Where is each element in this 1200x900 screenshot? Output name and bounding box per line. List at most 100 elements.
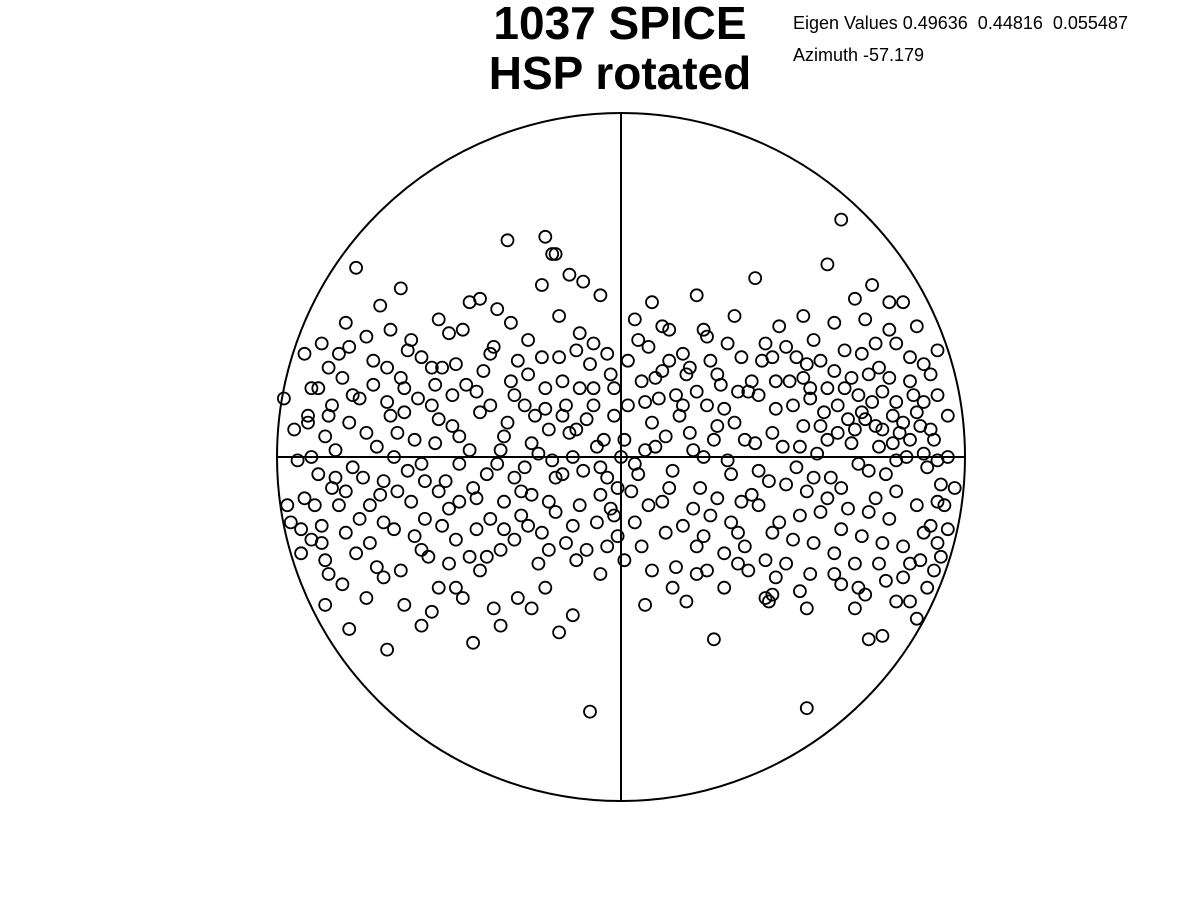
data-point (455, 322, 470, 337)
data-point (510, 353, 525, 368)
data-point (916, 357, 931, 372)
data-point (896, 539, 910, 554)
data-point (610, 529, 625, 543)
data-point (359, 425, 374, 440)
data-point (373, 487, 388, 502)
data-point (744, 374, 759, 389)
data-point (362, 498, 377, 513)
data-point (366, 377, 381, 392)
data-point (483, 512, 498, 526)
data-point (479, 549, 494, 564)
data-point (283, 515, 298, 530)
data-point (528, 408, 542, 423)
data-point (586, 381, 601, 396)
data-point (497, 429, 511, 444)
data-point (569, 422, 584, 437)
data-point (311, 467, 326, 482)
data-point (882, 370, 897, 385)
data-point (325, 398, 339, 413)
data-point (318, 598, 333, 612)
data-point (318, 429, 333, 444)
data-point (452, 429, 467, 444)
data-point (497, 494, 511, 509)
data-point (390, 484, 405, 499)
data-point (638, 395, 652, 409)
data-point (724, 467, 738, 482)
chart-title-line-1: 1037 SPICE (493, 0, 747, 49)
data-point (799, 601, 814, 616)
data-point (287, 422, 302, 437)
data-point (531, 446, 546, 461)
data-point (803, 391, 818, 406)
data-point (297, 491, 312, 506)
data-point (920, 460, 935, 475)
data-point (813, 419, 828, 433)
data-point (679, 594, 694, 609)
data-point (782, 374, 797, 389)
data-point (507, 388, 522, 403)
data-point (896, 295, 910, 310)
data-point (517, 460, 532, 475)
data-point (875, 422, 890, 437)
data-point (617, 553, 632, 568)
data-point (369, 439, 384, 454)
data-point (645, 415, 659, 430)
data-point (648, 439, 663, 454)
data-point (448, 532, 463, 547)
data-point (359, 329, 374, 344)
data-point (328, 443, 343, 458)
data-point (717, 580, 732, 595)
data-point (827, 364, 842, 378)
data-point (524, 436, 539, 451)
data-point (345, 460, 360, 475)
data-point (903, 432, 917, 447)
data-point (707, 432, 721, 447)
data-point (686, 443, 701, 458)
data-point (858, 412, 873, 427)
data-point (493, 443, 508, 458)
data-point (731, 525, 745, 540)
data-point (848, 422, 862, 437)
data-point (414, 543, 429, 557)
data-point (507, 532, 522, 547)
data-point (923, 367, 938, 382)
data-point (655, 364, 670, 378)
data-point (638, 598, 652, 612)
data-point (830, 425, 845, 440)
data-point (342, 415, 357, 430)
data-point (621, 353, 635, 368)
data-point (731, 384, 745, 399)
data-point (703, 353, 718, 368)
data-point (524, 487, 539, 502)
data-point (548, 247, 563, 261)
data-point (916, 395, 931, 409)
data-point (576, 274, 591, 289)
data-point (483, 346, 498, 361)
data-point (586, 398, 601, 413)
data-point (758, 553, 773, 568)
data-point (445, 419, 460, 433)
data-point (693, 481, 707, 495)
data-point (710, 419, 725, 433)
data-point (765, 425, 780, 440)
data-point (751, 388, 766, 403)
data-point (338, 484, 353, 499)
data-point (676, 518, 690, 533)
data-point (779, 556, 793, 571)
data-point (600, 470, 615, 485)
data-point (820, 381, 835, 396)
data-point (696, 450, 711, 464)
data-point (301, 408, 315, 423)
data-point (689, 539, 704, 554)
data-point (521, 367, 535, 382)
data-point (407, 529, 422, 543)
data-point (442, 556, 456, 571)
data-point (331, 346, 346, 361)
data-point (583, 704, 597, 719)
data-point (689, 288, 704, 303)
data-point (538, 401, 553, 416)
data-point (517, 398, 532, 413)
data-point (445, 388, 460, 403)
data-point (744, 487, 759, 502)
data-point (627, 456, 642, 471)
